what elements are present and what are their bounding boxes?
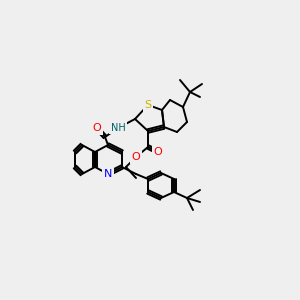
Text: O: O <box>132 152 140 162</box>
Text: S: S <box>144 100 152 110</box>
Text: O: O <box>154 147 162 157</box>
Text: NH: NH <box>111 123 125 133</box>
Text: N: N <box>104 169 112 179</box>
Text: O: O <box>93 123 101 133</box>
